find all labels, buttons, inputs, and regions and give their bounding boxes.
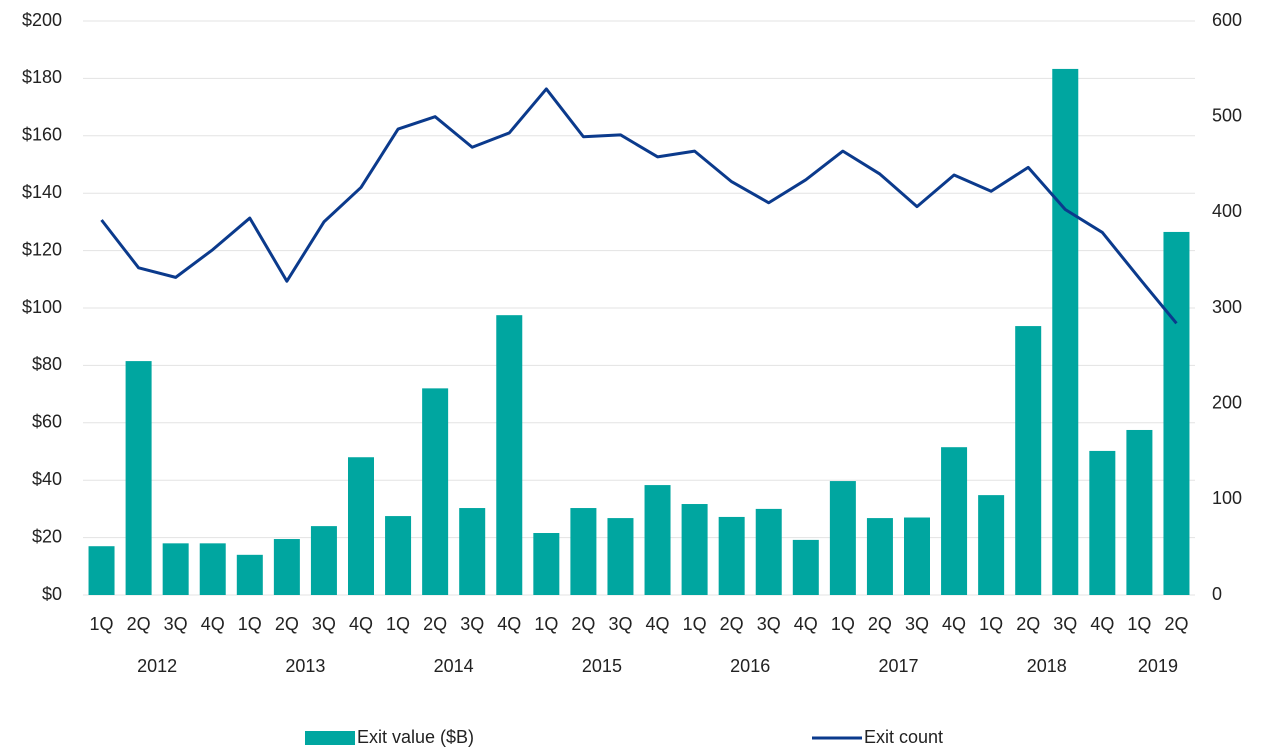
y2-tick-label: 0 xyxy=(1212,584,1222,604)
x-tick-label: 1Q xyxy=(831,614,855,634)
x-tick-label: 1Q xyxy=(534,614,558,634)
line xyxy=(100,87,1178,325)
x-tick-label: 1Q xyxy=(238,614,262,634)
x-tick-label: 1Q xyxy=(90,614,114,634)
y2-tick-label: 200 xyxy=(1212,392,1242,412)
x-tick-label: 3Q xyxy=(905,614,929,634)
x-tick-label: 3Q xyxy=(164,614,188,634)
y-tick-label: $180 xyxy=(22,67,62,87)
bar xyxy=(533,533,560,595)
y-tick-label: $200 xyxy=(22,10,62,30)
bar xyxy=(1126,429,1153,595)
year-label: 2014 xyxy=(434,656,474,676)
x-tick-label: 4Q xyxy=(497,614,521,634)
bar xyxy=(570,508,597,595)
x-tick-label: 1Q xyxy=(1127,614,1151,634)
bar xyxy=(755,508,782,595)
year-label: 2017 xyxy=(878,656,918,676)
y2-tick-label: 300 xyxy=(1212,297,1242,317)
x-tick-label: 4Q xyxy=(1090,614,1114,634)
x-tick-label: 2Q xyxy=(1164,614,1188,634)
bar xyxy=(199,543,226,595)
x-tick-label: 2Q xyxy=(720,614,744,634)
x-tick-label: 2Q xyxy=(127,614,151,634)
x-tick-label: 4Q xyxy=(794,614,818,634)
bar xyxy=(88,546,115,595)
x-tick-label: 2Q xyxy=(1016,614,1040,634)
bar xyxy=(422,388,449,595)
y-tick-label: $0 xyxy=(42,584,62,604)
y-tick-label: $100 xyxy=(22,297,62,317)
y-tick-label: $80 xyxy=(32,354,62,374)
x-tick-label: 4Q xyxy=(201,614,225,634)
bar xyxy=(866,518,893,595)
legend-label: Exit count xyxy=(864,727,943,747)
y-tick-label: $140 xyxy=(22,182,62,202)
year-label: 2013 xyxy=(285,656,325,676)
x-tick-label: 4Q xyxy=(646,614,670,634)
x-tick-label: 4Q xyxy=(349,614,373,634)
bar xyxy=(1052,68,1079,595)
x-tick-label: 2Q xyxy=(423,614,447,634)
y-tick-label: $20 xyxy=(32,526,62,546)
bar xyxy=(1089,450,1116,595)
bar xyxy=(162,543,189,595)
bar xyxy=(904,517,930,595)
bar xyxy=(273,539,300,595)
x-tick-label: 2Q xyxy=(868,614,892,634)
y2-tick-label: 100 xyxy=(1212,488,1242,508)
bar xyxy=(1163,231,1190,595)
bar xyxy=(348,457,374,595)
x-tick-label: 2Q xyxy=(275,614,299,634)
bar xyxy=(236,554,263,595)
x-tick-label: 3Q xyxy=(757,614,781,634)
legend-swatch xyxy=(305,731,355,745)
x-tick-label: 1Q xyxy=(386,614,410,634)
bar xyxy=(829,481,856,595)
bar xyxy=(496,315,523,595)
bar xyxy=(644,485,671,595)
bar xyxy=(385,516,412,595)
x-tick-label: 3Q xyxy=(460,614,484,634)
y2-tick-label: 500 xyxy=(1212,105,1242,125)
x-tick-label: 1Q xyxy=(683,614,707,634)
bar xyxy=(978,495,1005,595)
bar xyxy=(459,508,486,595)
y-tick-label: $60 xyxy=(32,412,62,432)
bar xyxy=(681,504,708,595)
legend-label: Exit value ($B) xyxy=(357,727,474,747)
x-tick-label: 3Q xyxy=(608,614,632,634)
y-tick-label: $120 xyxy=(22,239,62,259)
bar xyxy=(310,526,337,595)
bar xyxy=(125,361,152,595)
x-tick-label: 2Q xyxy=(571,614,595,634)
x-tick-label: 4Q xyxy=(942,614,966,634)
y2-tick-label: 400 xyxy=(1212,201,1242,221)
year-label: 2016 xyxy=(730,656,770,676)
y2-tick-label: 600 xyxy=(1212,10,1242,30)
year-label: 2018 xyxy=(1027,656,1067,676)
y-tick-label: $160 xyxy=(22,125,62,145)
bar xyxy=(718,516,745,595)
bar xyxy=(792,539,819,595)
year-label: 2015 xyxy=(582,656,622,676)
bar xyxy=(607,518,634,595)
bar xyxy=(1015,326,1042,595)
x-tick-label: 3Q xyxy=(1053,614,1077,634)
year-label: 2012 xyxy=(137,656,177,676)
x-tick-label: 3Q xyxy=(312,614,336,634)
y-tick-label: $40 xyxy=(32,469,62,489)
year-label: 2019 xyxy=(1138,656,1178,676)
bar xyxy=(941,447,968,595)
x-tick-label: 1Q xyxy=(979,614,1003,634)
